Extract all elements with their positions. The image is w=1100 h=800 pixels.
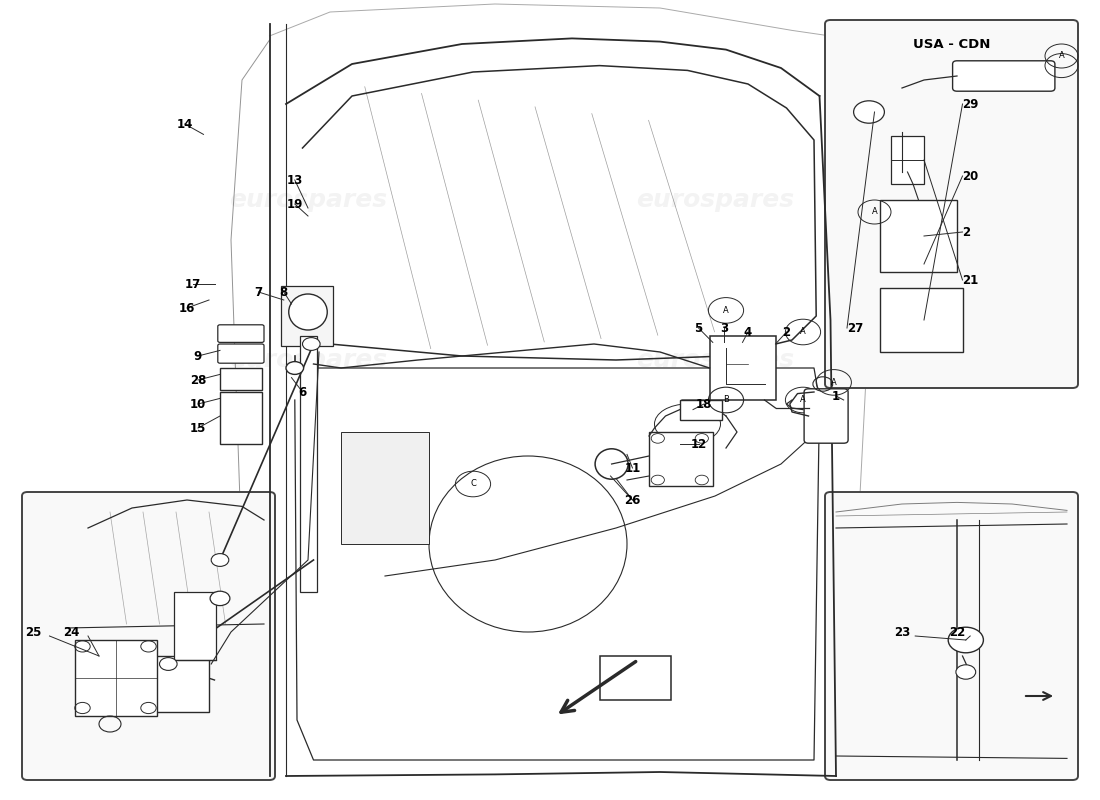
Text: A: A xyxy=(723,306,729,315)
Text: 23: 23 xyxy=(894,626,910,638)
FancyBboxPatch shape xyxy=(880,200,957,272)
Text: A: A xyxy=(871,207,878,217)
Circle shape xyxy=(948,627,983,653)
FancyBboxPatch shape xyxy=(680,400,722,420)
FancyBboxPatch shape xyxy=(953,61,1055,91)
Text: 18: 18 xyxy=(696,398,712,410)
Text: 29: 29 xyxy=(962,98,979,110)
Text: 5: 5 xyxy=(694,322,703,334)
FancyBboxPatch shape xyxy=(218,344,264,363)
Text: 2: 2 xyxy=(782,326,791,338)
Text: 13: 13 xyxy=(287,174,303,186)
FancyBboxPatch shape xyxy=(220,368,262,390)
FancyBboxPatch shape xyxy=(649,432,713,486)
Text: USA - CDN: USA - CDN xyxy=(913,38,990,50)
Text: 14: 14 xyxy=(177,118,192,130)
Text: C: C xyxy=(470,479,476,489)
Circle shape xyxy=(854,101,884,123)
FancyBboxPatch shape xyxy=(600,656,671,700)
Text: 9: 9 xyxy=(194,350,202,362)
Text: 21: 21 xyxy=(962,274,979,286)
Circle shape xyxy=(211,554,229,566)
FancyBboxPatch shape xyxy=(880,288,962,352)
Text: 2: 2 xyxy=(962,226,970,238)
Text: 24: 24 xyxy=(64,626,79,638)
Text: 26: 26 xyxy=(625,494,640,506)
Text: 10: 10 xyxy=(190,398,206,410)
Text: 20: 20 xyxy=(962,170,979,182)
FancyBboxPatch shape xyxy=(825,492,1078,780)
Text: B: B xyxy=(723,395,729,405)
Text: A: A xyxy=(800,395,806,405)
Text: 25: 25 xyxy=(25,626,41,638)
Text: 7: 7 xyxy=(254,286,263,298)
Text: 1: 1 xyxy=(832,390,840,402)
FancyBboxPatch shape xyxy=(22,492,275,780)
Text: 12: 12 xyxy=(691,438,706,450)
Text: 22: 22 xyxy=(949,626,965,638)
Circle shape xyxy=(302,338,320,350)
Text: eurospares: eurospares xyxy=(229,188,387,212)
Text: A: A xyxy=(830,378,837,387)
FancyBboxPatch shape xyxy=(300,336,317,592)
FancyBboxPatch shape xyxy=(710,336,776,400)
Text: eurospares: eurospares xyxy=(636,348,794,372)
Circle shape xyxy=(210,591,230,606)
FancyBboxPatch shape xyxy=(121,656,209,712)
Text: eurospares: eurospares xyxy=(229,348,387,372)
Text: 4: 4 xyxy=(744,326,752,338)
FancyBboxPatch shape xyxy=(280,286,333,346)
Text: 3: 3 xyxy=(719,322,728,334)
Circle shape xyxy=(956,665,976,679)
Text: 16: 16 xyxy=(179,302,195,314)
Text: 17: 17 xyxy=(185,278,200,290)
Text: 15: 15 xyxy=(190,422,206,434)
FancyBboxPatch shape xyxy=(220,392,262,444)
Text: 8: 8 xyxy=(279,286,288,298)
Circle shape xyxy=(286,362,304,374)
FancyBboxPatch shape xyxy=(891,136,924,184)
FancyBboxPatch shape xyxy=(825,20,1078,388)
Ellipse shape xyxy=(289,294,328,330)
FancyBboxPatch shape xyxy=(174,592,216,660)
Ellipse shape xyxy=(595,449,628,479)
Text: 6: 6 xyxy=(298,386,307,398)
Text: 28: 28 xyxy=(190,374,206,386)
FancyBboxPatch shape xyxy=(75,640,157,716)
Text: 19: 19 xyxy=(287,198,303,210)
FancyBboxPatch shape xyxy=(804,389,848,443)
Text: A: A xyxy=(800,327,806,337)
Circle shape xyxy=(160,658,177,670)
Text: A: A xyxy=(1058,51,1065,61)
Text: 27: 27 xyxy=(847,322,864,334)
FancyBboxPatch shape xyxy=(341,432,429,544)
Text: 11: 11 xyxy=(625,462,640,474)
FancyBboxPatch shape xyxy=(218,325,264,342)
Text: eurospares: eurospares xyxy=(636,188,794,212)
